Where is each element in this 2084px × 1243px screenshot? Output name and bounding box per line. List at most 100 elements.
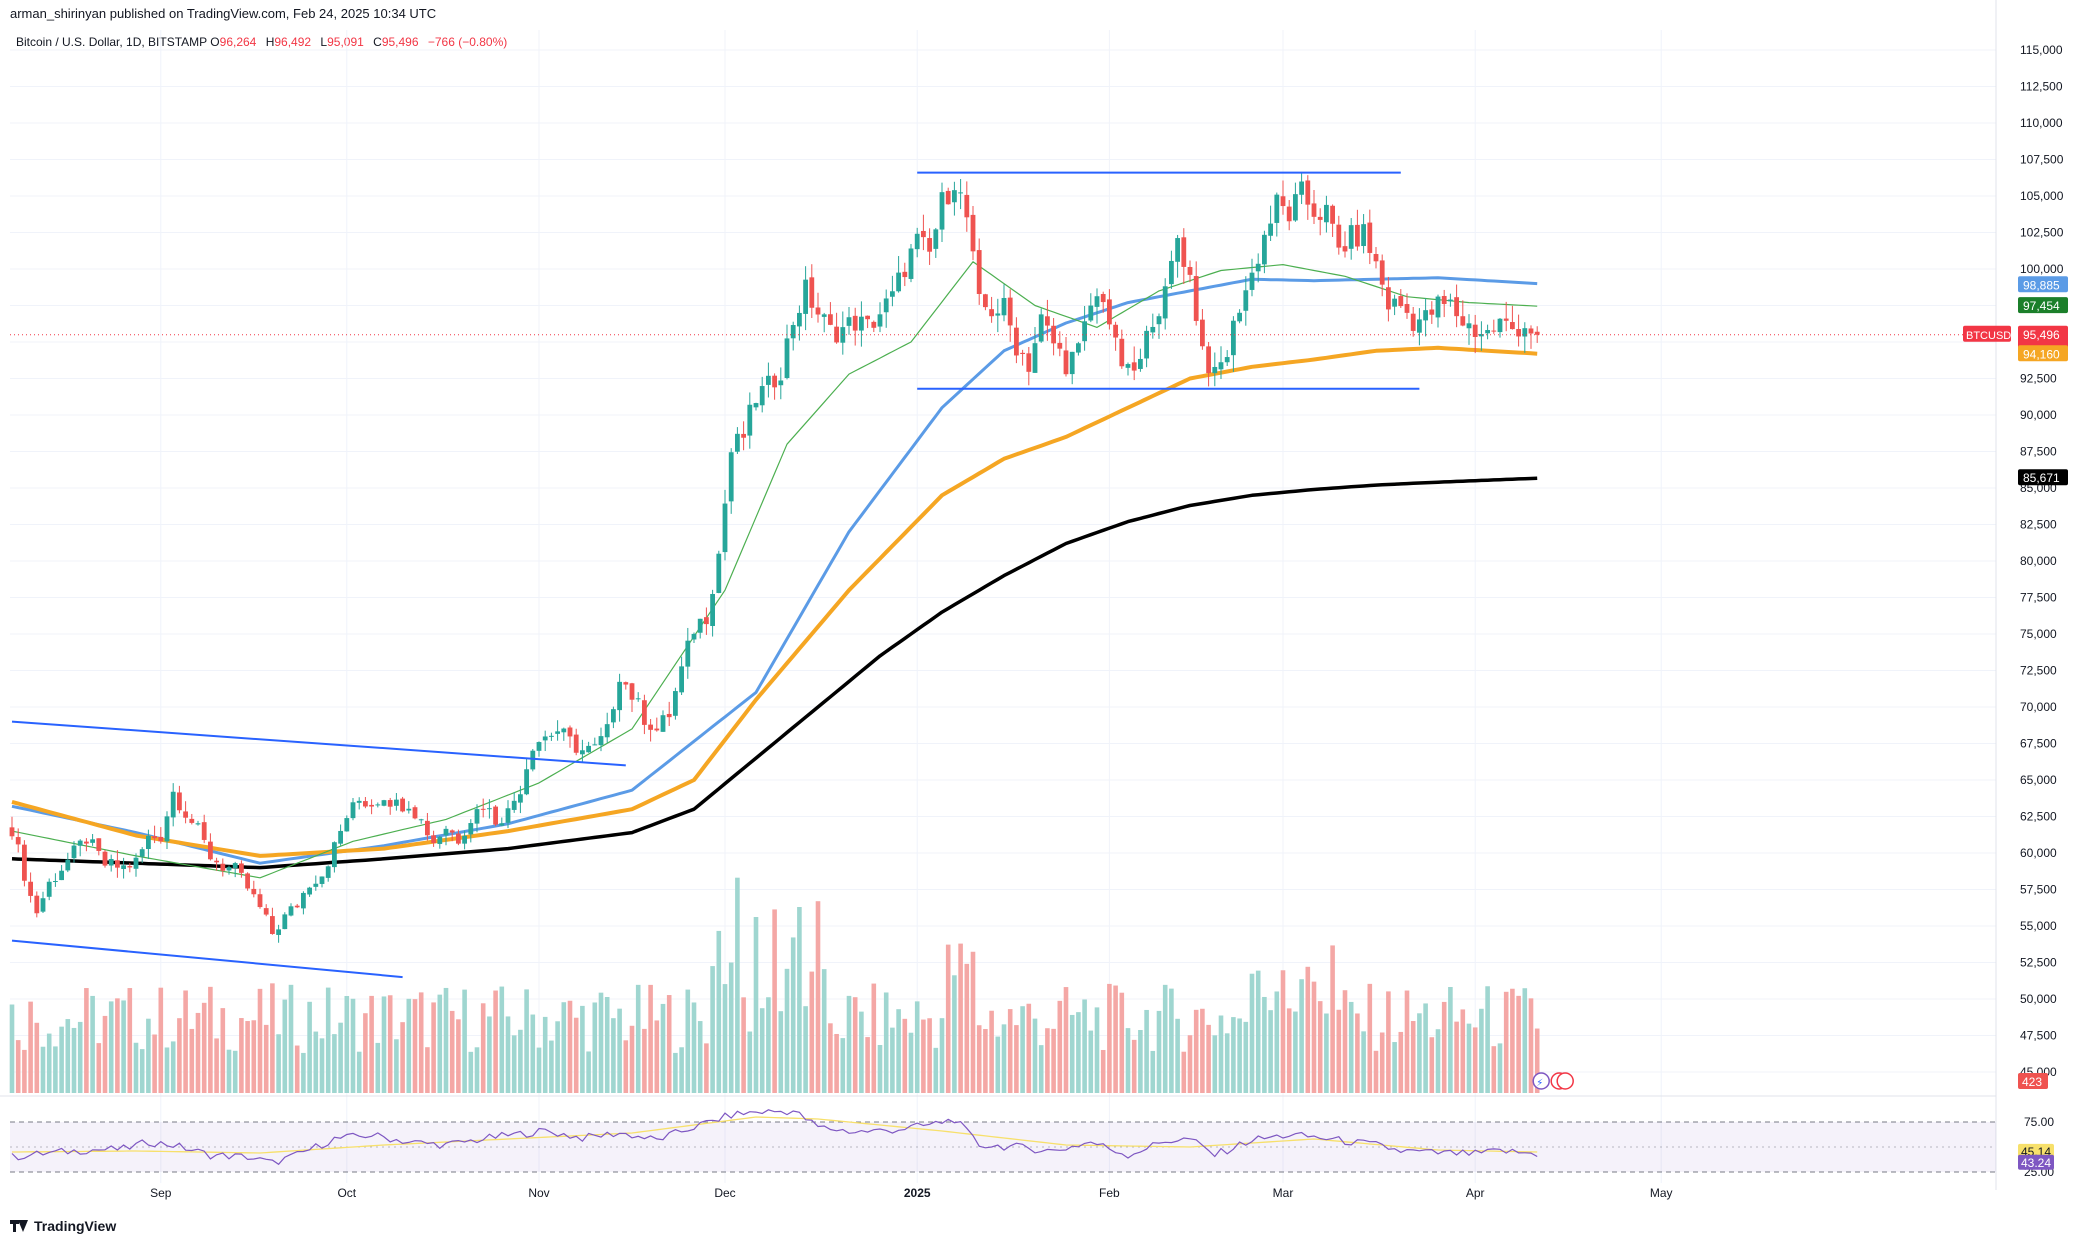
volume-bar: [784, 968, 790, 1093]
volume-bar: [1014, 1025, 1019, 1093]
candle-body: [530, 750, 536, 770]
volume-bar: [1032, 1018, 1038, 1093]
volume-bar: [1386, 991, 1391, 1093]
candle-body: [1479, 334, 1484, 337]
volume-bar: [1007, 1009, 1013, 1093]
volume-bar: [431, 1002, 436, 1093]
volume-bar: [1510, 988, 1515, 1093]
candle-body: [1026, 353, 1032, 372]
candle-body: [431, 835, 436, 844]
lightning-icon: [1532, 1072, 1550, 1090]
volume-bar: [499, 986, 505, 1093]
candle-body: [1162, 286, 1168, 319]
price-tag-label: 98,885: [2023, 278, 2060, 292]
volume-bar: [487, 1016, 492, 1093]
candle-body: [828, 314, 833, 325]
volume-bar: [90, 995, 95, 1093]
volume-bar: [1491, 1046, 1497, 1093]
volume-bar: [1069, 1014, 1075, 1093]
candle-body: [1268, 223, 1273, 236]
candle-body: [1503, 318, 1509, 321]
volume-bar: [691, 1002, 697, 1093]
candle-body: [549, 735, 554, 737]
candle-body: [778, 380, 784, 386]
volume-bar: [1503, 991, 1509, 1093]
price-tick-label: 115,000: [2020, 43, 2063, 57]
volume-bar: [139, 1049, 145, 1093]
candle-body: [704, 617, 709, 625]
candle-body: [487, 808, 492, 810]
volume-bar: [102, 1015, 108, 1093]
candle-body: [1417, 319, 1422, 333]
candle-body: [1014, 327, 1019, 356]
price-tick-label: 90,000: [2020, 408, 2057, 422]
candle-body: [474, 809, 480, 824]
candle-body: [1491, 330, 1497, 332]
candle-body: [214, 860, 219, 863]
candle-body: [28, 881, 33, 896]
volume-bar: [1082, 999, 1087, 1093]
candle-body: [1373, 254, 1379, 262]
volume-bar: [1342, 990, 1348, 1093]
volume-bar: [1410, 1021, 1416, 1093]
open-value: 96,264: [219, 35, 257, 49]
volume-bar: [1479, 1008, 1484, 1093]
volume-bar: [344, 995, 350, 1093]
candle-body: [189, 818, 195, 823]
volume-tag-bg: [2018, 1073, 2048, 1089]
candle-body: [1094, 296, 1100, 307]
candle-body: [821, 314, 827, 317]
volume-bar: [1286, 1008, 1292, 1093]
candle-body: [983, 294, 988, 308]
lightning-icon-glyph: ⚡: [1536, 1078, 1543, 1089]
candle-body: [753, 403, 759, 408]
candle-body: [1336, 224, 1342, 248]
volume-bar: [1472, 1027, 1478, 1093]
volume-bar: [462, 989, 467, 1093]
candle-body: [598, 736, 604, 746]
volume-bar: [815, 901, 821, 1093]
tradingview-logo[interactable]: TradingView: [10, 1218, 116, 1234]
volume-bar: [741, 997, 746, 1093]
volume-bar: [77, 1021, 83, 1093]
price-tag-bg: [2018, 345, 2068, 362]
volume-bar: [834, 1033, 839, 1093]
candle-body: [53, 881, 58, 883]
volume-bar: [1311, 981, 1317, 1093]
candle-body: [418, 819, 424, 821]
candle-body: [139, 849, 145, 857]
volume-bar: [865, 1037, 870, 1093]
candle-body: [1429, 309, 1435, 315]
candle-body: [561, 728, 567, 733]
volume-bar: [1249, 973, 1255, 1093]
candle-body: [15, 837, 21, 845]
candle-body: [735, 433, 740, 452]
candle-body: [226, 867, 232, 871]
volume-bar: [127, 988, 133, 1093]
candle-body: [449, 830, 455, 833]
volume-bar: [511, 1035, 517, 1093]
candle-body: [511, 800, 517, 810]
candle-body: [1262, 234, 1267, 265]
volume-bar: [195, 1012, 201, 1093]
volume-bar: [189, 1028, 195, 1093]
volume-bar: [753, 917, 759, 1093]
candle-body: [859, 316, 864, 331]
candle-body: [1113, 324, 1118, 338]
candle-body: [1020, 352, 1025, 355]
volume-bar: [673, 1052, 678, 1093]
volume-bars: [9, 877, 1540, 1093]
volume-bar: [846, 995, 852, 1093]
candle-body: [369, 804, 374, 807]
volume-bar: [778, 1011, 784, 1093]
volume-bar: [1107, 983, 1112, 1093]
volume-bar: [580, 1005, 585, 1093]
candle-body: [1423, 310, 1428, 321]
moving-average-line: [11, 276, 1538, 865]
volume-bar: [183, 990, 188, 1093]
volume-bar: [96, 1043, 102, 1093]
volume-bar: [400, 1022, 405, 1093]
candle-body: [1200, 319, 1205, 347]
candle-body: [1156, 316, 1162, 325]
